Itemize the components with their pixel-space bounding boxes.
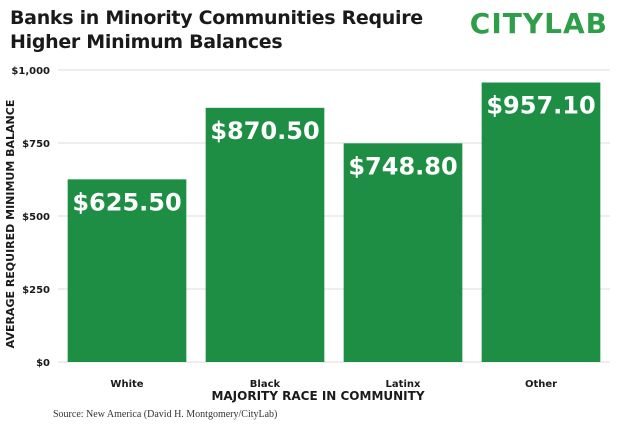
bar-other xyxy=(481,82,601,363)
x-tick-label: Other xyxy=(525,379,557,390)
data-label: $748.80 xyxy=(348,152,457,180)
y-tick-label: $0 xyxy=(36,358,50,369)
x-tick-label: Black xyxy=(250,379,281,390)
x-tick-label: Latinx xyxy=(386,379,421,390)
data-label: $870.50 xyxy=(210,117,319,145)
data-label: $625.50 xyxy=(72,188,181,216)
bar-white xyxy=(67,179,187,362)
citylab-logo: CITYLAB xyxy=(469,7,608,40)
y-tick-label: $750 xyxy=(22,139,50,150)
x-axis-title: MAJORITY RACE IN COMMUNITY xyxy=(211,389,424,403)
y-tick-label: $1,000 xyxy=(11,66,50,77)
y-tick-label: $250 xyxy=(22,285,50,296)
x-tick-label: White xyxy=(110,379,143,390)
y-axis-title: AVERAGE REQUIRED MINIMUM BALANCE xyxy=(4,100,17,349)
bar-black xyxy=(205,107,325,363)
data-label: $957.10 xyxy=(486,92,595,120)
source-note: Source: New America (David H. Montgomery… xyxy=(53,409,278,420)
chart-title: Banks in Minority Communities Require Hi… xyxy=(10,7,423,53)
bar-latinx xyxy=(343,143,463,362)
y-tick-label: $500 xyxy=(22,212,50,223)
